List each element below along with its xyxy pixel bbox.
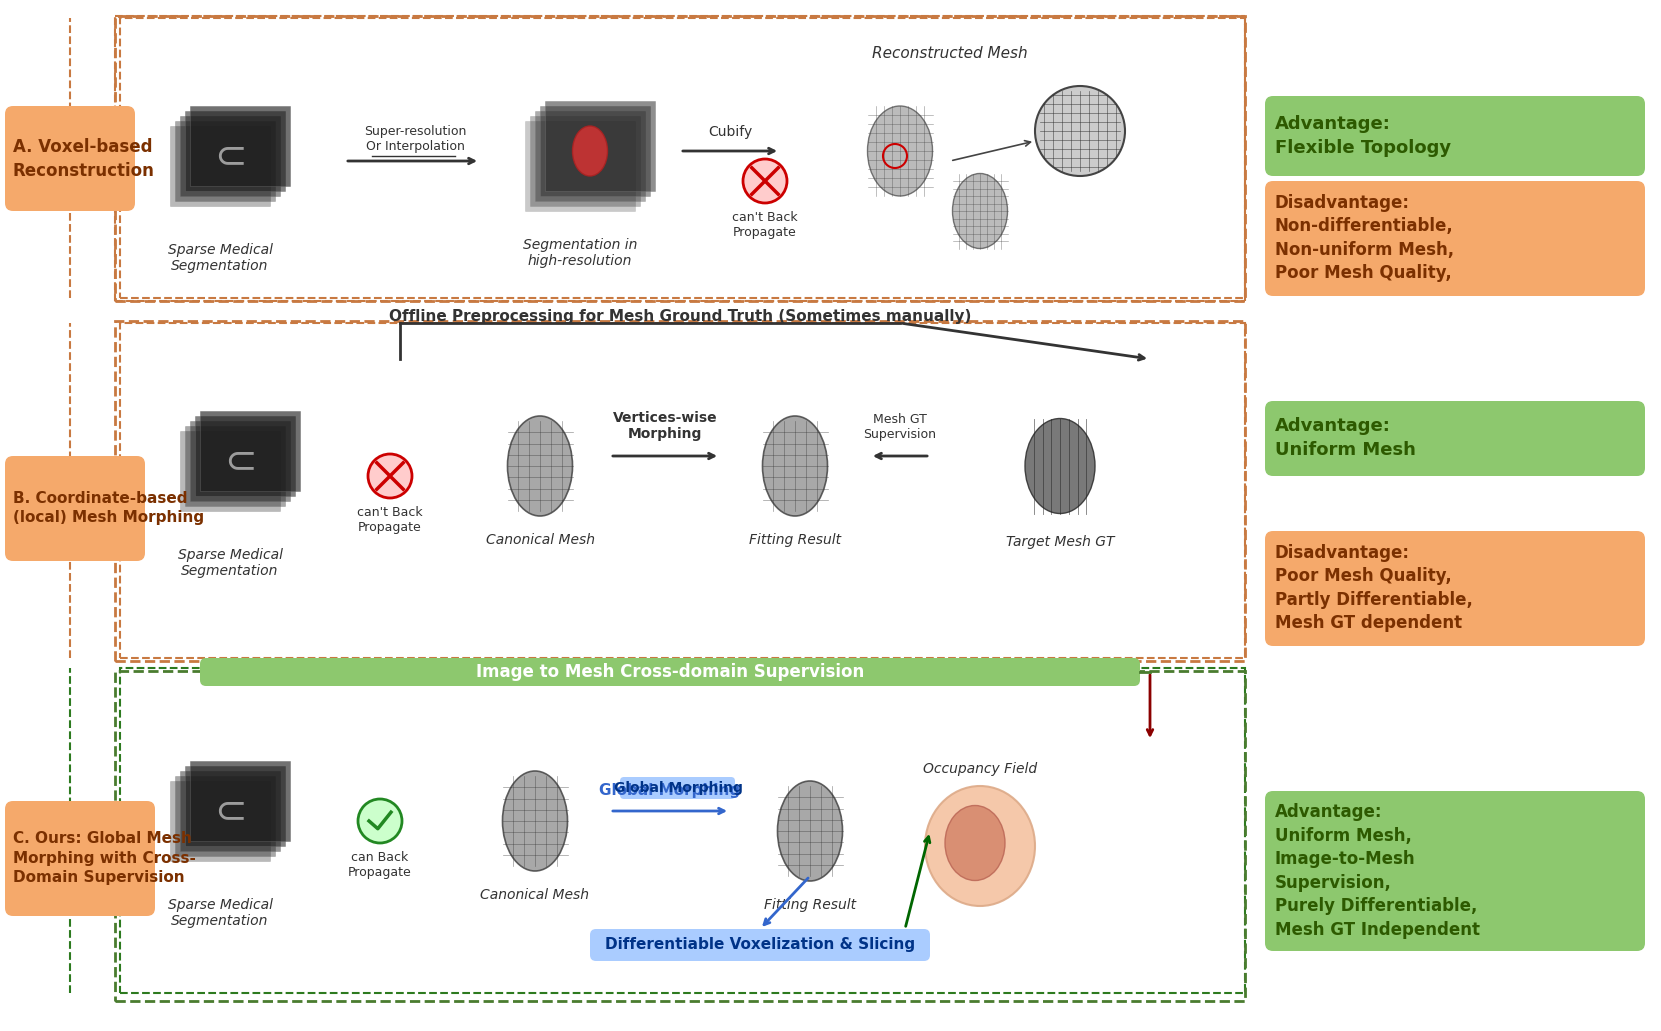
Bar [184, 766, 286, 846]
Bar [169, 781, 271, 861]
Text: Global Morphing: Global Morphing [613, 781, 742, 795]
Text: Disadvantage:
Poor Mesh Quality,
Partly Differentiable,
Mesh GT dependent: Disadvantage: Poor Mesh Quality, Partly … [1276, 543, 1473, 632]
Text: Global Morphing: Global Morphing [600, 783, 741, 798]
Text: Disadvantage:
Non-differentiable,
Non-uniform Mesh,
Poor Mesh Quality,: Disadvantage: Non-differentiable, Non-un… [1276, 194, 1453, 282]
Bar [174, 121, 276, 201]
FancyBboxPatch shape [5, 106, 135, 211]
Text: ⊂: ⊂ [214, 792, 246, 830]
Ellipse shape [952, 173, 1008, 248]
Text: Reconstructed Mesh: Reconstructed Mesh [872, 46, 1028, 61]
Ellipse shape [503, 771, 568, 871]
FancyBboxPatch shape [199, 658, 1139, 686]
Bar [169, 126, 271, 206]
Circle shape [359, 799, 402, 843]
FancyBboxPatch shape [1266, 96, 1644, 176]
Text: Cubify: Cubify [708, 125, 752, 139]
Text: Image to Mesh Cross-domain Supervision: Image to Mesh Cross-domain Supervision [475, 663, 864, 681]
Ellipse shape [573, 126, 608, 176]
Text: Advantage:
Uniform Mesh,
Image-to-Mesh
Supervision,
Purely Differentiable,
Mesh : Advantage: Uniform Mesh, Image-to-Mesh S… [1276, 803, 1480, 939]
Text: Segmentation in
high-resolution: Segmentation in high-resolution [523, 238, 638, 268]
Bar [189, 761, 291, 841]
Text: B. Coordinate-based
(local) Mesh Morphing: B. Coordinate-based (local) Mesh Morphin… [13, 491, 204, 526]
Text: ⊂: ⊂ [214, 137, 246, 175]
Bar [120, 323, 1246, 658]
Bar [189, 106, 291, 186]
Ellipse shape [508, 415, 573, 516]
Text: Sparse Medical
Segmentation: Sparse Medical Segmentation [178, 548, 282, 578]
Ellipse shape [945, 805, 1005, 880]
Text: Mesh GT
Supervision: Mesh GT Supervision [864, 413, 937, 441]
FancyBboxPatch shape [620, 777, 736, 799]
Text: Advantage:
Uniform Mesh: Advantage: Uniform Mesh [1276, 418, 1415, 459]
Text: Occupancy Field: Occupancy Field [924, 762, 1036, 776]
Bar [530, 117, 639, 206]
Text: Fitting Result: Fitting Result [764, 898, 855, 912]
Bar [115, 671, 1246, 1001]
Text: Fitting Result: Fitting Result [749, 533, 840, 547]
Text: Offline Preprocessing for Mesh Ground Truth (Sometimes manually): Offline Preprocessing for Mesh Ground Tr… [389, 308, 972, 324]
Ellipse shape [777, 781, 842, 882]
Bar [194, 415, 296, 496]
Bar [179, 771, 281, 851]
Text: can't Back
Propagate: can't Back Propagate [357, 506, 424, 534]
FancyBboxPatch shape [1266, 181, 1644, 296]
Text: C. Ours: Global Mesh
Morphing with Cross-
Domain Supervision: C. Ours: Global Mesh Morphing with Cross… [13, 831, 196, 886]
Bar [199, 411, 301, 491]
FancyBboxPatch shape [1266, 791, 1644, 951]
Text: can Back
Propagate: can Back Propagate [349, 851, 412, 879]
Ellipse shape [1025, 419, 1095, 513]
Bar [115, 321, 1246, 661]
Bar [189, 421, 291, 501]
Circle shape [1035, 86, 1124, 176]
Text: can't Back
Propagate: can't Back Propagate [733, 211, 797, 239]
Text: Differentiable Voxelization & Slicing: Differentiable Voxelization & Slicing [605, 937, 915, 953]
Bar [179, 431, 281, 511]
Bar [115, 16, 1246, 301]
Bar [120, 668, 1246, 993]
Bar [120, 18, 1246, 298]
Ellipse shape [867, 106, 932, 196]
FancyBboxPatch shape [1266, 531, 1644, 646]
Bar [184, 111, 286, 191]
Bar [535, 111, 644, 201]
Text: Canonical Mesh: Canonical Mesh [480, 888, 590, 902]
FancyBboxPatch shape [590, 929, 930, 961]
Bar [174, 776, 276, 856]
Text: Super-resolution
Or Interpolation: Super-resolution Or Interpolation [364, 125, 467, 153]
Bar [545, 101, 654, 191]
Circle shape [369, 454, 412, 498]
Ellipse shape [925, 786, 1035, 906]
FancyBboxPatch shape [1266, 401, 1644, 476]
Text: ⊂: ⊂ [224, 442, 256, 480]
Circle shape [742, 159, 787, 203]
Text: Canonical Mesh: Canonical Mesh [485, 533, 595, 547]
Text: A. Voxel-based
Reconstruction: A. Voxel-based Reconstruction [13, 138, 154, 179]
Ellipse shape [762, 415, 827, 516]
Bar [184, 426, 286, 506]
Text: Target Mesh GT: Target Mesh GT [1007, 535, 1115, 548]
Bar [179, 117, 281, 196]
Text: Advantage:
Flexible Topology: Advantage: Flexible Topology [1276, 115, 1452, 157]
Text: Vertices-wise
Morphing: Vertices-wise Morphing [613, 410, 718, 441]
FancyBboxPatch shape [5, 801, 154, 916]
Text: Sparse Medical
Segmentation: Sparse Medical Segmentation [168, 243, 272, 273]
Bar [525, 121, 635, 211]
Bar [540, 106, 649, 196]
Text: Sparse Medical
Segmentation: Sparse Medical Segmentation [168, 898, 272, 928]
FancyBboxPatch shape [5, 456, 145, 561]
